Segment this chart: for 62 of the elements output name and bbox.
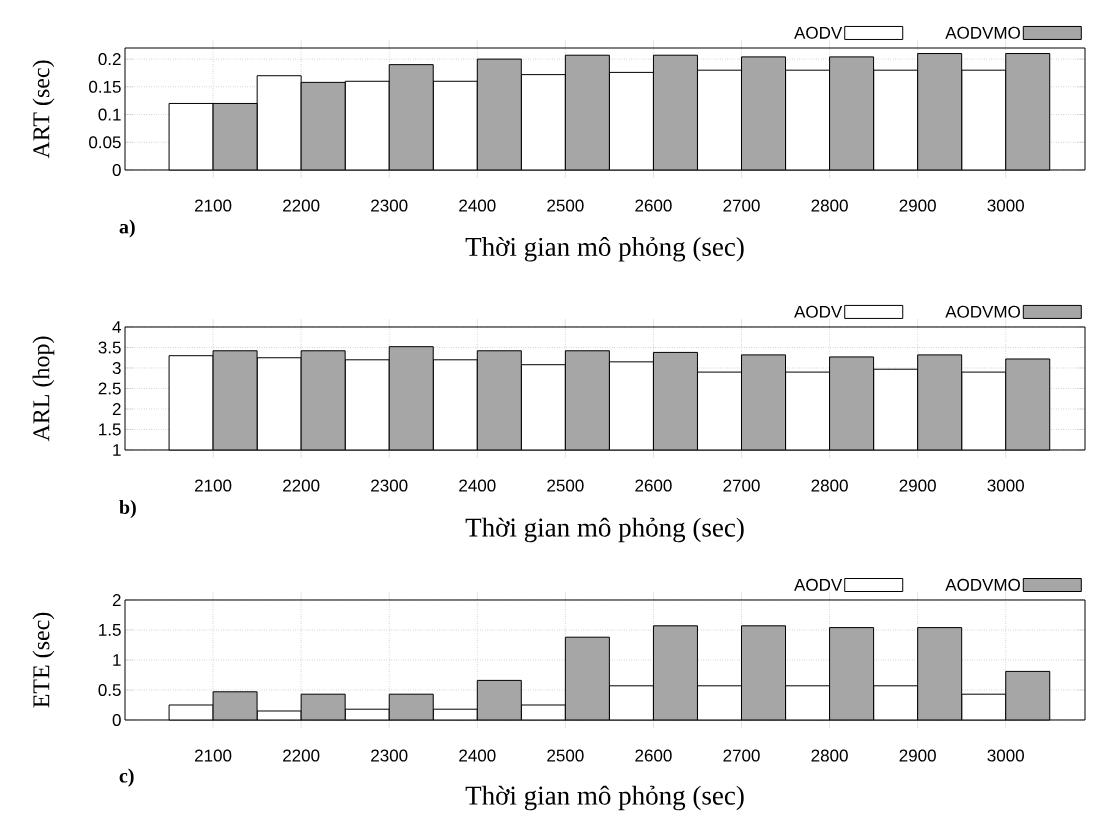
y-tick-label: 0.2 (98, 53, 121, 66)
x-tick-label: 2900 (899, 199, 936, 212)
text: a) (119, 219, 135, 238)
text: b) (119, 499, 136, 519)
y-tick-label: 2 (112, 594, 121, 606)
legend-label: AODV (794, 305, 843, 318)
x-tick-label: 3000 (987, 199, 1024, 212)
x-tick-label: 2300 (371, 199, 408, 212)
legend-label: AODV (794, 26, 843, 39)
x-tick-label: 2400 (459, 749, 496, 762)
x-tick-label: 2900 (899, 479, 936, 492)
x-tick-label: 3000 (987, 479, 1024, 492)
y-axis-title: ETE (sec) (32, 612, 55, 708)
x-tick-label: 2300 (371, 749, 408, 762)
y-tick-label: 0.5 (98, 683, 121, 697)
x-tick-label: 2200 (283, 479, 320, 492)
x-tick-label: 2100 (195, 479, 232, 492)
y-tick-label: 1.5 (99, 423, 121, 436)
x-axis-title: Thời gian mô phỏng (sec) (465, 517, 744, 543)
y-tick-label: 2 (112, 403, 121, 415)
x-tick-label: 2700 (723, 749, 760, 762)
y-tick-label: 3 (112, 361, 121, 375)
x-tick-label: 2600 (635, 479, 672, 492)
y-tick-label: 1 (113, 444, 121, 456)
y-tick-label: 0.1 (98, 108, 121, 121)
x-tick-label: 2400 (459, 479, 496, 492)
text: c) (119, 768, 134, 787)
x-tick-label: 2700 (723, 199, 760, 212)
x-tick-label: 2500 (547, 199, 584, 212)
x-tick-label: 2700 (723, 479, 760, 492)
x-tick-label: 2600 (635, 749, 672, 762)
y-tick-label: 3.5 (98, 341, 121, 354)
legend-label: AODVMO (945, 26, 1020, 39)
x-tick-label: 2100 (195, 199, 232, 212)
y-tick-label: 0.05 (89, 136, 121, 149)
y-tick-label: 2.5 (98, 382, 121, 395)
legend-label: AODVMO (945, 305, 1020, 318)
legend-label: AODV (794, 578, 843, 591)
x-tick-label: 3000 (987, 749, 1024, 762)
x-tick-label: 2900 (899, 749, 936, 762)
y-axis-title: ARL (hop) (32, 336, 55, 442)
x-axis-title: Thời gian mô phỏng (sec) (465, 785, 744, 811)
y-tick-label: 0.15 (89, 80, 121, 93)
legend-label: AODVMO (945, 578, 1020, 591)
x-tick-label: 2100 (195, 749, 232, 762)
x-axis-title: Thời gian mô phỏng (sec) (465, 236, 744, 262)
y-axis-title: ART (sec) (32, 60, 55, 159)
x-tick-label: 2800 (811, 749, 848, 762)
x-tick-label: 2400 (459, 199, 496, 212)
x-tick-label: 2200 (283, 199, 320, 212)
x-tick-label: 2800 (811, 199, 848, 212)
x-tick-label: 2500 (547, 479, 584, 492)
x-tick-label: 2300 (371, 479, 408, 492)
y-tick-label: 4 (112, 321, 121, 333)
y-tick-label: 1.5 (99, 624, 121, 636)
y-tick-label: 1 (113, 654, 121, 666)
x-tick-label: 2200 (283, 749, 320, 762)
x-tick-label: 2800 (811, 479, 848, 492)
y-tick-label: 0 (112, 163, 121, 177)
x-tick-label: 2500 (547, 749, 584, 762)
y-tick-label: 0 (112, 713, 121, 727)
x-tick-label: 2600 (635, 199, 672, 212)
